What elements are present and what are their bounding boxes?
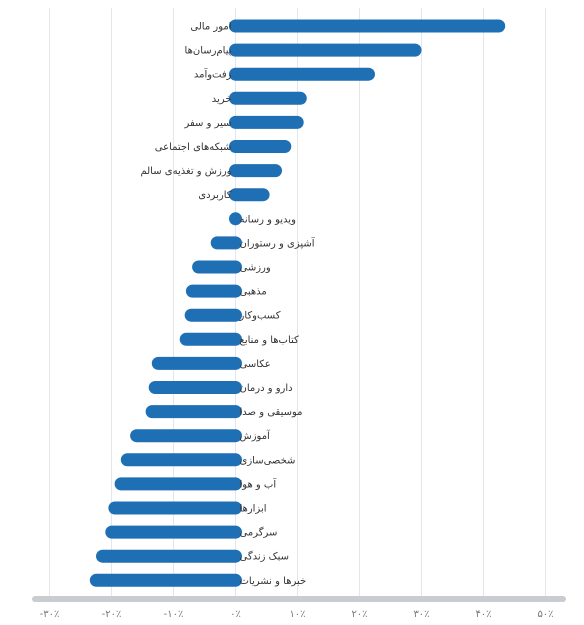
x-tick-label: ۲۰٪ — [351, 609, 367, 620]
category-labels: امور مالی پیام‌رسان‌ها رفت‌وآمد خرید سیر و س… — [140, 22, 315, 587]
category-label: شخصی‌سازی — [240, 455, 296, 466]
x-tick-label: ۳۰٪ — [413, 609, 429, 620]
category-label: عکاسی — [240, 359, 271, 370]
category-label: پیام‌رسان‌ها — [185, 46, 232, 57]
grid-lines — [49, 8, 546, 598]
category-label: رفت‌وآمد — [194, 68, 232, 81]
x-axis-line — [32, 596, 566, 602]
x-tick-label: ۵۰٪ — [537, 609, 553, 620]
category-label: آشپزی و رستوران — [240, 236, 316, 249]
x-tick-label: ۰٪ — [230, 609, 241, 620]
x-tick-label: ۱۰٪ — [289, 609, 305, 620]
x-tick-label: -۲۰٪ — [102, 609, 122, 620]
category-label: شبکه‌های اجتماعی — [155, 142, 232, 153]
category-label: سرگرمی — [240, 527, 278, 539]
category-label: خبرها و نشریات — [240, 576, 307, 587]
x-tick-labels: -۳۰٪ -۲۰٪ -۱۰٪ ۰٪ ۱۰٪ ۲۰٪ ۳۰٪ ۴۰٪ ۵۰٪ — [40, 609, 554, 620]
category-label: ابزارها — [240, 504, 267, 515]
bars — [89, 19, 506, 587]
x-tick-label: ۴۰٪ — [475, 609, 491, 620]
x-tick-label: -۱۰٪ — [164, 609, 184, 620]
category-label: آموزش — [240, 429, 272, 442]
category-label: سبک زندگی — [240, 551, 289, 563]
category-label: آب و هوا — [240, 477, 278, 490]
category-label: امور مالی — [190, 22, 231, 33]
category-label: سیر و سفر — [183, 118, 231, 129]
category-label: ورزش و تغذیه‌ی سالم — [140, 166, 231, 177]
category-label: ویدیو و رسانه — [240, 214, 297, 225]
category-label: کتاب‌ها و منابع — [240, 335, 300, 346]
category-label: کسب‌وکار — [239, 311, 281, 322]
category-label: کاربردی — [198, 190, 231, 201]
category-label: موسیقی و صدا — [240, 407, 303, 418]
category-label: مذهبی — [240, 287, 267, 298]
category-label: دارو و درمان — [240, 383, 293, 394]
category-label: خرید — [212, 94, 232, 105]
category-label: ورزشی — [240, 263, 271, 274]
x-tick-label: -۳۰٪ — [40, 609, 60, 620]
